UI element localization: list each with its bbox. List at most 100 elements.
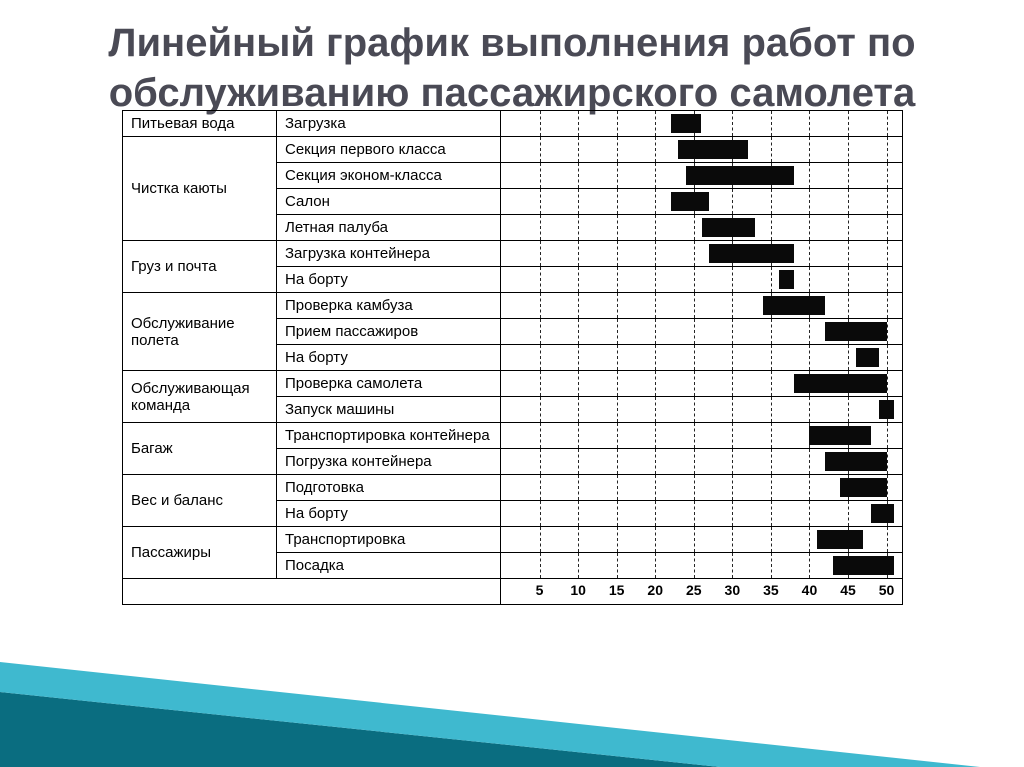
gantt-row: Чистка каютыСекция первого класса (123, 137, 903, 163)
gridline (617, 267, 618, 292)
gridline (887, 371, 888, 396)
task-cell: Салон (277, 189, 501, 215)
gridline (655, 267, 656, 292)
gridline (809, 189, 810, 214)
gridline (848, 189, 849, 214)
gridline (655, 475, 656, 500)
task-cell: Запуск машины (277, 397, 501, 423)
category-cell: Питьевая вода (123, 111, 277, 137)
gantt-table: Питьевая водаЗагрузкаЧистка каютыСекция … (122, 110, 903, 605)
gantt-bar (709, 244, 794, 263)
gridline (809, 111, 810, 136)
gridline (848, 111, 849, 136)
gridline (694, 501, 695, 526)
gantt-bar (671, 192, 710, 211)
gridline (771, 345, 772, 370)
gridline (809, 397, 810, 422)
gridline (809, 449, 810, 474)
category-cell: Груз и почта (123, 241, 277, 293)
category-cell: Обслуживающая команда (123, 371, 277, 423)
gridline (848, 397, 849, 422)
gridline (655, 189, 656, 214)
gridline (887, 345, 888, 370)
gridline (887, 163, 888, 188)
gridline (732, 189, 733, 214)
gridline (732, 475, 733, 500)
gridline (887, 423, 888, 448)
page-title: Линейный график выполнения работ по обсл… (40, 18, 984, 118)
bar-cell (501, 319, 903, 345)
gridline (848, 137, 849, 162)
category-cell: Багаж (123, 423, 277, 475)
gridline (809, 527, 810, 552)
gridline (655, 423, 656, 448)
gridline (655, 319, 656, 344)
task-cell: Загрузка контейнера (277, 241, 501, 267)
gridline (617, 553, 618, 578)
task-cell: Летная палуба (277, 215, 501, 241)
gridline (809, 553, 810, 578)
gridline (694, 345, 695, 370)
gridline (887, 475, 888, 500)
task-cell: Секция эконом-класса (277, 163, 501, 189)
gridline (887, 189, 888, 214)
gridline (694, 527, 695, 552)
gridline (771, 501, 772, 526)
gridline (771, 189, 772, 214)
gridline (655, 345, 656, 370)
category-cell: Пассажиры (123, 527, 277, 579)
gridline (578, 163, 579, 188)
gridline (540, 371, 541, 396)
gridline (578, 501, 579, 526)
category-cell: Чистка каюты (123, 137, 277, 241)
gridline (540, 449, 541, 474)
bar-cell (501, 189, 903, 215)
gridline (578, 423, 579, 448)
gantt-row: Обслуживание полетаПроверка камбуза (123, 293, 903, 319)
gridline (617, 111, 618, 136)
task-cell: Загрузка (277, 111, 501, 137)
gridline (655, 397, 656, 422)
gridline (887, 137, 888, 162)
gridline (540, 319, 541, 344)
gridline (578, 475, 579, 500)
gridline (694, 267, 695, 292)
gridline (732, 423, 733, 448)
gridline (617, 345, 618, 370)
gridline (655, 371, 656, 396)
gridline (617, 449, 618, 474)
bar-cell (501, 397, 903, 423)
gridline (887, 267, 888, 292)
axis-tick-label: 45 (840, 582, 856, 598)
axis-tick-label: 50 (879, 582, 895, 598)
gridline (771, 215, 772, 240)
gridline (694, 553, 695, 578)
bar-cell (501, 449, 903, 475)
axis-cell: 5101520253035404550 (501, 579, 903, 605)
gridline (617, 371, 618, 396)
gridline (732, 111, 733, 136)
gantt-bar (671, 114, 702, 133)
task-cell: Прием пассажиров (277, 319, 501, 345)
gantt-bar (879, 400, 894, 419)
gridline (887, 449, 888, 474)
gridline (809, 137, 810, 162)
gridline (694, 371, 695, 396)
gridline (732, 371, 733, 396)
gridline (809, 215, 810, 240)
gridline (694, 449, 695, 474)
gridline (578, 397, 579, 422)
gantt-bar (678, 140, 747, 159)
gridline (655, 137, 656, 162)
gridline (655, 163, 656, 188)
gridline (771, 267, 772, 292)
gridline (655, 293, 656, 318)
gantt-bar (825, 452, 887, 471)
axis-row: 5101520253035404550 (123, 579, 903, 605)
bar-cell (501, 111, 903, 137)
bar-cell (501, 475, 903, 501)
axis-tick-label: 30 (725, 582, 741, 598)
gridline (540, 475, 541, 500)
task-cell: Транспортировка контейнера (277, 423, 501, 449)
gridline (540, 527, 541, 552)
